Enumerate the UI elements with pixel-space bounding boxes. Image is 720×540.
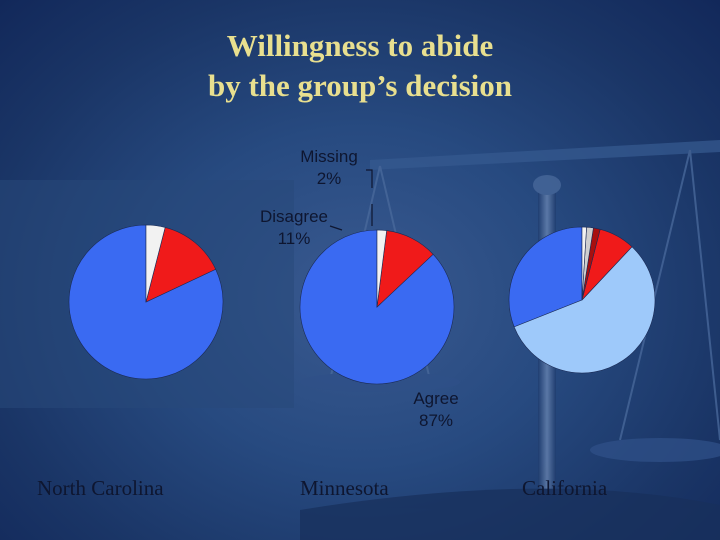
pie-california bbox=[508, 226, 656, 374]
slide-title: Willingness to abide by the group’s deci… bbox=[0, 26, 720, 106]
ca-slice-slice-1 bbox=[508, 226, 583, 328]
mn-slice-missing bbox=[376, 229, 387, 308]
label-agree: Agree 87% bbox=[396, 388, 476, 432]
nc-slice-disagree bbox=[145, 227, 217, 303]
state-label-california: California bbox=[522, 476, 608, 500]
ca-slice-slice-2 bbox=[513, 246, 656, 374]
label-missing: Missing 2% bbox=[284, 146, 374, 190]
label-disagree-name: Disagree bbox=[259, 207, 329, 226]
state-label-north-carolina: North Carolina bbox=[37, 476, 164, 500]
label-disagree: Disagree 11% bbox=[246, 206, 342, 250]
scale-base bbox=[300, 488, 720, 540]
ca-slice-slice-6 bbox=[581, 226, 587, 301]
scale-knob bbox=[533, 175, 561, 195]
mn-slice-agree bbox=[299, 229, 455, 385]
scale-pan-right bbox=[590, 438, 720, 462]
scale-beam bbox=[370, 140, 720, 170]
label-missing-name: Missing bbox=[300, 147, 358, 166]
label-disagree-value: 11% bbox=[277, 229, 311, 248]
label-missing-value: 2% bbox=[316, 169, 342, 188]
leader-line-missing bbox=[366, 169, 373, 188]
pie-north-carolina bbox=[68, 224, 224, 380]
pie-minnesota bbox=[299, 229, 455, 385]
label-agree-value: 87% bbox=[418, 411, 454, 430]
state-label-minnesota: Minnesota bbox=[300, 476, 389, 500]
label-agree-name: Agree bbox=[413, 389, 459, 408]
title-line-1: Willingness to abide bbox=[226, 28, 494, 63]
nc-slice-missing bbox=[145, 224, 166, 303]
leader-line-disagree bbox=[329, 225, 343, 231]
title-line-2: by the group’s decision bbox=[207, 68, 513, 103]
